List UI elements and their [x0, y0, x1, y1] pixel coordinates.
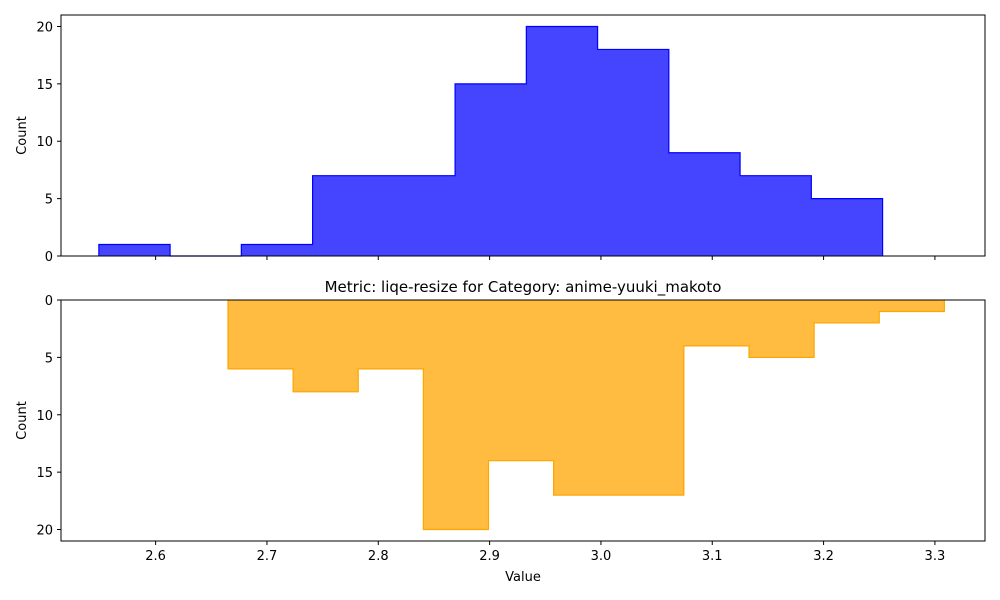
- subplot-2: 2.6 2.7 2.8 2.9 3.0 3.1 3.2 3.3 0 5 10 15 20 Count Val…: [15, 278, 986, 585]
- x-tick-label: 3.3: [925, 549, 946, 564]
- y-tick-label: 5: [45, 193, 53, 208]
- y-axis-label: Count: [15, 401, 30, 440]
- x-tick-label: 3.2: [813, 549, 834, 564]
- y-tick-label: 0: [45, 294, 53, 309]
- histogram-outline: [227, 300, 945, 531]
- y-axis-label: Count: [15, 116, 30, 155]
- x-tick-label: 2.8: [368, 549, 389, 564]
- y-tick-label: 0: [45, 250, 53, 265]
- x-tick-label: 3.0: [591, 549, 612, 564]
- y-tick-label: 10: [36, 135, 53, 150]
- chart-title: Metric: liqe-resize for Category: anime-…: [325, 278, 722, 297]
- axes-frame: [60, 299, 986, 542]
- y-tick-label: 15: [36, 78, 53, 93]
- y-tick-label: 5: [45, 351, 53, 366]
- x-tick-label: 2.9: [479, 549, 500, 564]
- subplot-1: 0 5 10 15 20 Count: [15, 14, 986, 265]
- histogram-area: [98, 26, 883, 256]
- y-tick-label: 10: [36, 409, 53, 424]
- y-tick-label: 15: [36, 466, 53, 481]
- x-tick-label: 2.7: [257, 549, 278, 564]
- x-tick-label: 2.6: [145, 549, 166, 564]
- x-axis-label: Value: [505, 570, 541, 585]
- y-tick-label: 20: [36, 20, 53, 35]
- y-tick-label: 20: [36, 524, 53, 539]
- axes-frame: [60, 14, 986, 257]
- x-tick-label: 3.1: [702, 549, 723, 564]
